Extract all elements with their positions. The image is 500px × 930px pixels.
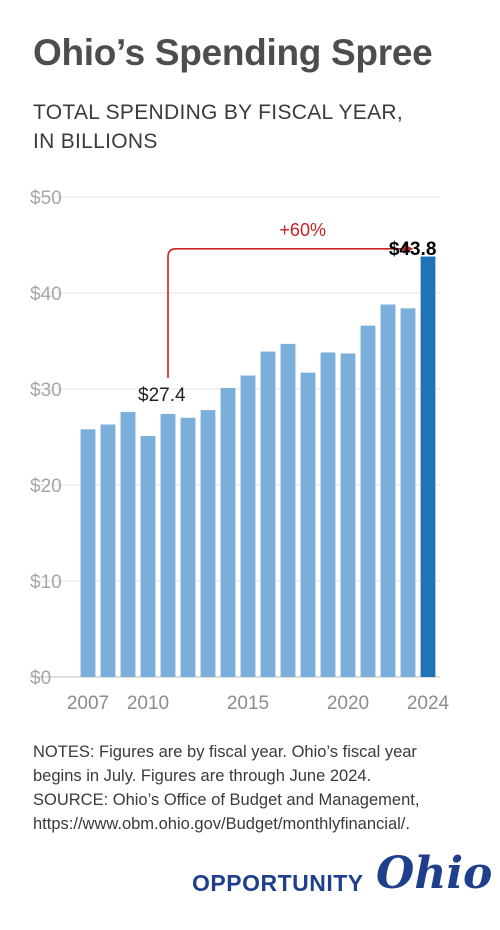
x-tick-label: 2007	[67, 693, 109, 714]
y-tick-label: $20	[30, 476, 62, 497]
y-tick-label: $0	[30, 668, 51, 689]
y-tick-label: $30	[30, 380, 62, 401]
brand-logo-script: Ohio	[376, 848, 493, 899]
bar-2012	[180, 417, 196, 677]
brand-wordmark: OPPORTUNITY	[192, 870, 364, 896]
bar-2022	[380, 304, 396, 677]
notes-block: NOTES: Figures are by fiscal year. Ohio’…	[33, 740, 483, 836]
bar-2019	[320, 352, 336, 677]
chart-subtitle: TOTAL SPENDING BY FISCAL YEAR, IN BILLIO…	[33, 98, 403, 156]
x-tick-label: 2020	[327, 693, 369, 714]
subtitle-line-2: IN BILLIONS	[33, 130, 158, 153]
x-axis-labels: 2007 2010 2015 2020 2024	[67, 693, 450, 714]
x-tick-label: 2010	[127, 693, 169, 714]
change-arrowhead	[403, 243, 414, 254]
y-axis-labels: $0 $10 $20 $30 $40 $50	[30, 188, 62, 689]
y-tick-label: $40	[30, 284, 62, 305]
bar-2011	[160, 413, 176, 677]
percent-change-label: +60%	[279, 220, 326, 240]
bar-2010	[140, 436, 156, 677]
bar-2024	[420, 256, 436, 677]
bar-2016	[260, 351, 276, 677]
bars	[80, 256, 436, 677]
notes-line-2: begins in July. Figures are through June…	[33, 767, 372, 785]
y-tick-label: $50	[30, 188, 62, 209]
change-arrow	[167, 248, 406, 378]
bar-2015	[240, 375, 256, 677]
subtitle-line-1: TOTAL SPENDING BY FISCAL YEAR,	[33, 101, 403, 124]
end-value-label: $43.8	[389, 239, 437, 260]
bar-2007	[80, 429, 96, 677]
bar-2009	[120, 412, 136, 677]
bar-2018	[300, 372, 316, 677]
bar-2021	[360, 325, 376, 677]
chart-title: Ohio’s Spending Spree	[33, 32, 433, 73]
bar-2020	[340, 353, 356, 677]
x-tick-label: 2015	[227, 693, 269, 714]
x-tick-label: 2024	[407, 693, 450, 714]
notes-line-1: NOTES: Figures are by fiscal year. Ohio’…	[33, 743, 417, 761]
source-line-1: SOURCE: Ohio’s Office of Budget and Mana…	[33, 791, 420, 809]
bar-2008	[100, 424, 116, 677]
bar-2013	[200, 410, 216, 677]
bar-chart: $0 $10 $20 $30 $40 $50 2007 2010 2015 2020 2024 $…	[30, 188, 450, 714]
start-value-label: $27.4	[138, 385, 186, 406]
annotations: $27.4 $43.8 +60%	[138, 220, 436, 406]
bar-2023	[400, 308, 416, 677]
source-line-2: https://www.obm.ohio.gov/Budget/monthlyf…	[33, 815, 410, 833]
bar-2014	[220, 388, 236, 677]
y-tick-label: $10	[30, 572, 62, 593]
bar-2017	[280, 343, 296, 677]
